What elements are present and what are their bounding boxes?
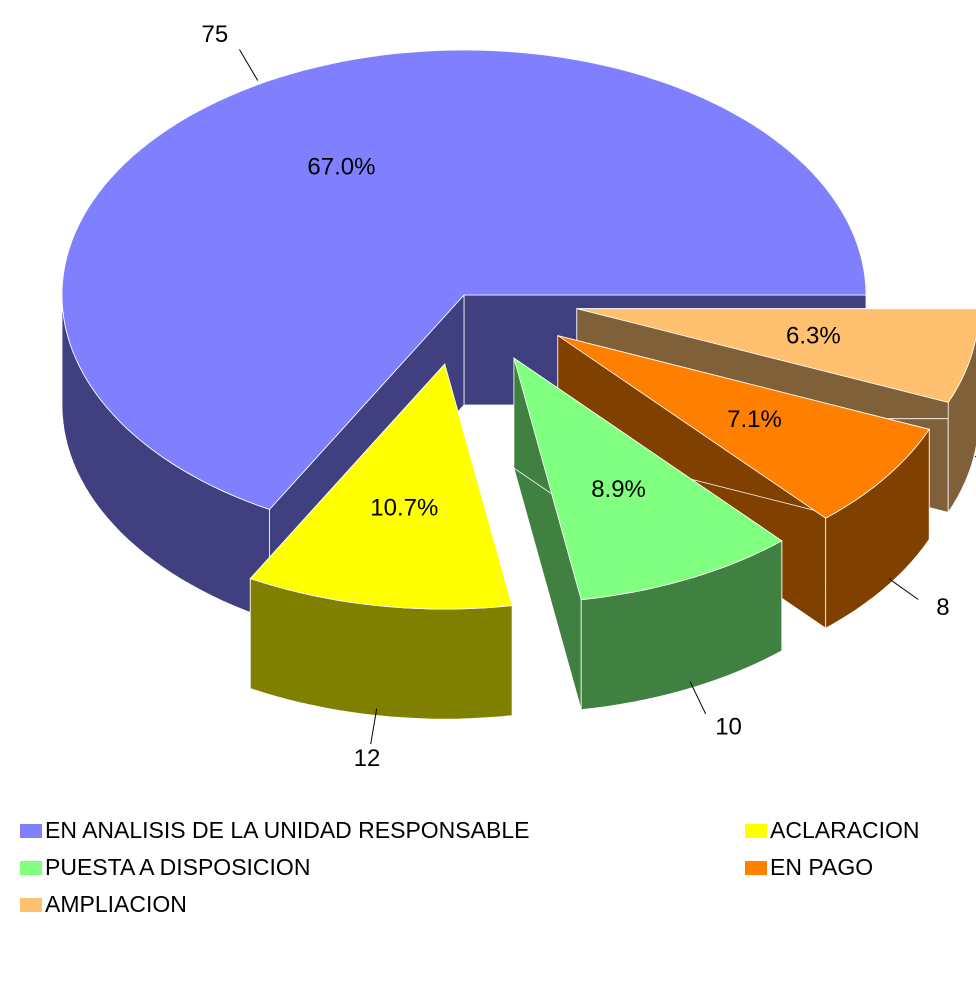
percent-label: 67.0% [307, 154, 375, 181]
slice [513, 357, 783, 601]
slice [557, 335, 930, 519]
percent-label: 7.1% [727, 406, 782, 433]
percent-label: 6.3% [786, 323, 841, 350]
legend-label: EN ANALISIS DE LA UNIDAD RESPONSABLE [45, 817, 529, 843]
legend-label: PUESTA A DISPOSICION [45, 854, 310, 880]
count-label: 12 [354, 745, 381, 772]
percent-label: 8.9% [591, 476, 646, 503]
legend-swatch [745, 861, 767, 875]
legend-swatch [745, 824, 767, 838]
slice [61, 49, 867, 510]
percent-label: 10.7% [370, 494, 438, 521]
count-label: 8 [936, 594, 949, 621]
leader-line [370, 708, 378, 745]
legend-swatch [20, 898, 42, 912]
slice [249, 363, 513, 610]
legend-swatch [20, 824, 42, 838]
leader-line [888, 578, 919, 600]
legend-label: EN PAGO [770, 854, 873, 880]
leader-line [239, 49, 259, 81]
count-label: 10 [715, 714, 742, 741]
legend-swatch [20, 861, 42, 875]
legend-label: ACLARACION [770, 817, 920, 843]
count-label: 75 [202, 21, 229, 48]
leader-line [689, 681, 707, 715]
legend-label: AMPLIACION [45, 891, 187, 917]
slice [576, 308, 976, 403]
